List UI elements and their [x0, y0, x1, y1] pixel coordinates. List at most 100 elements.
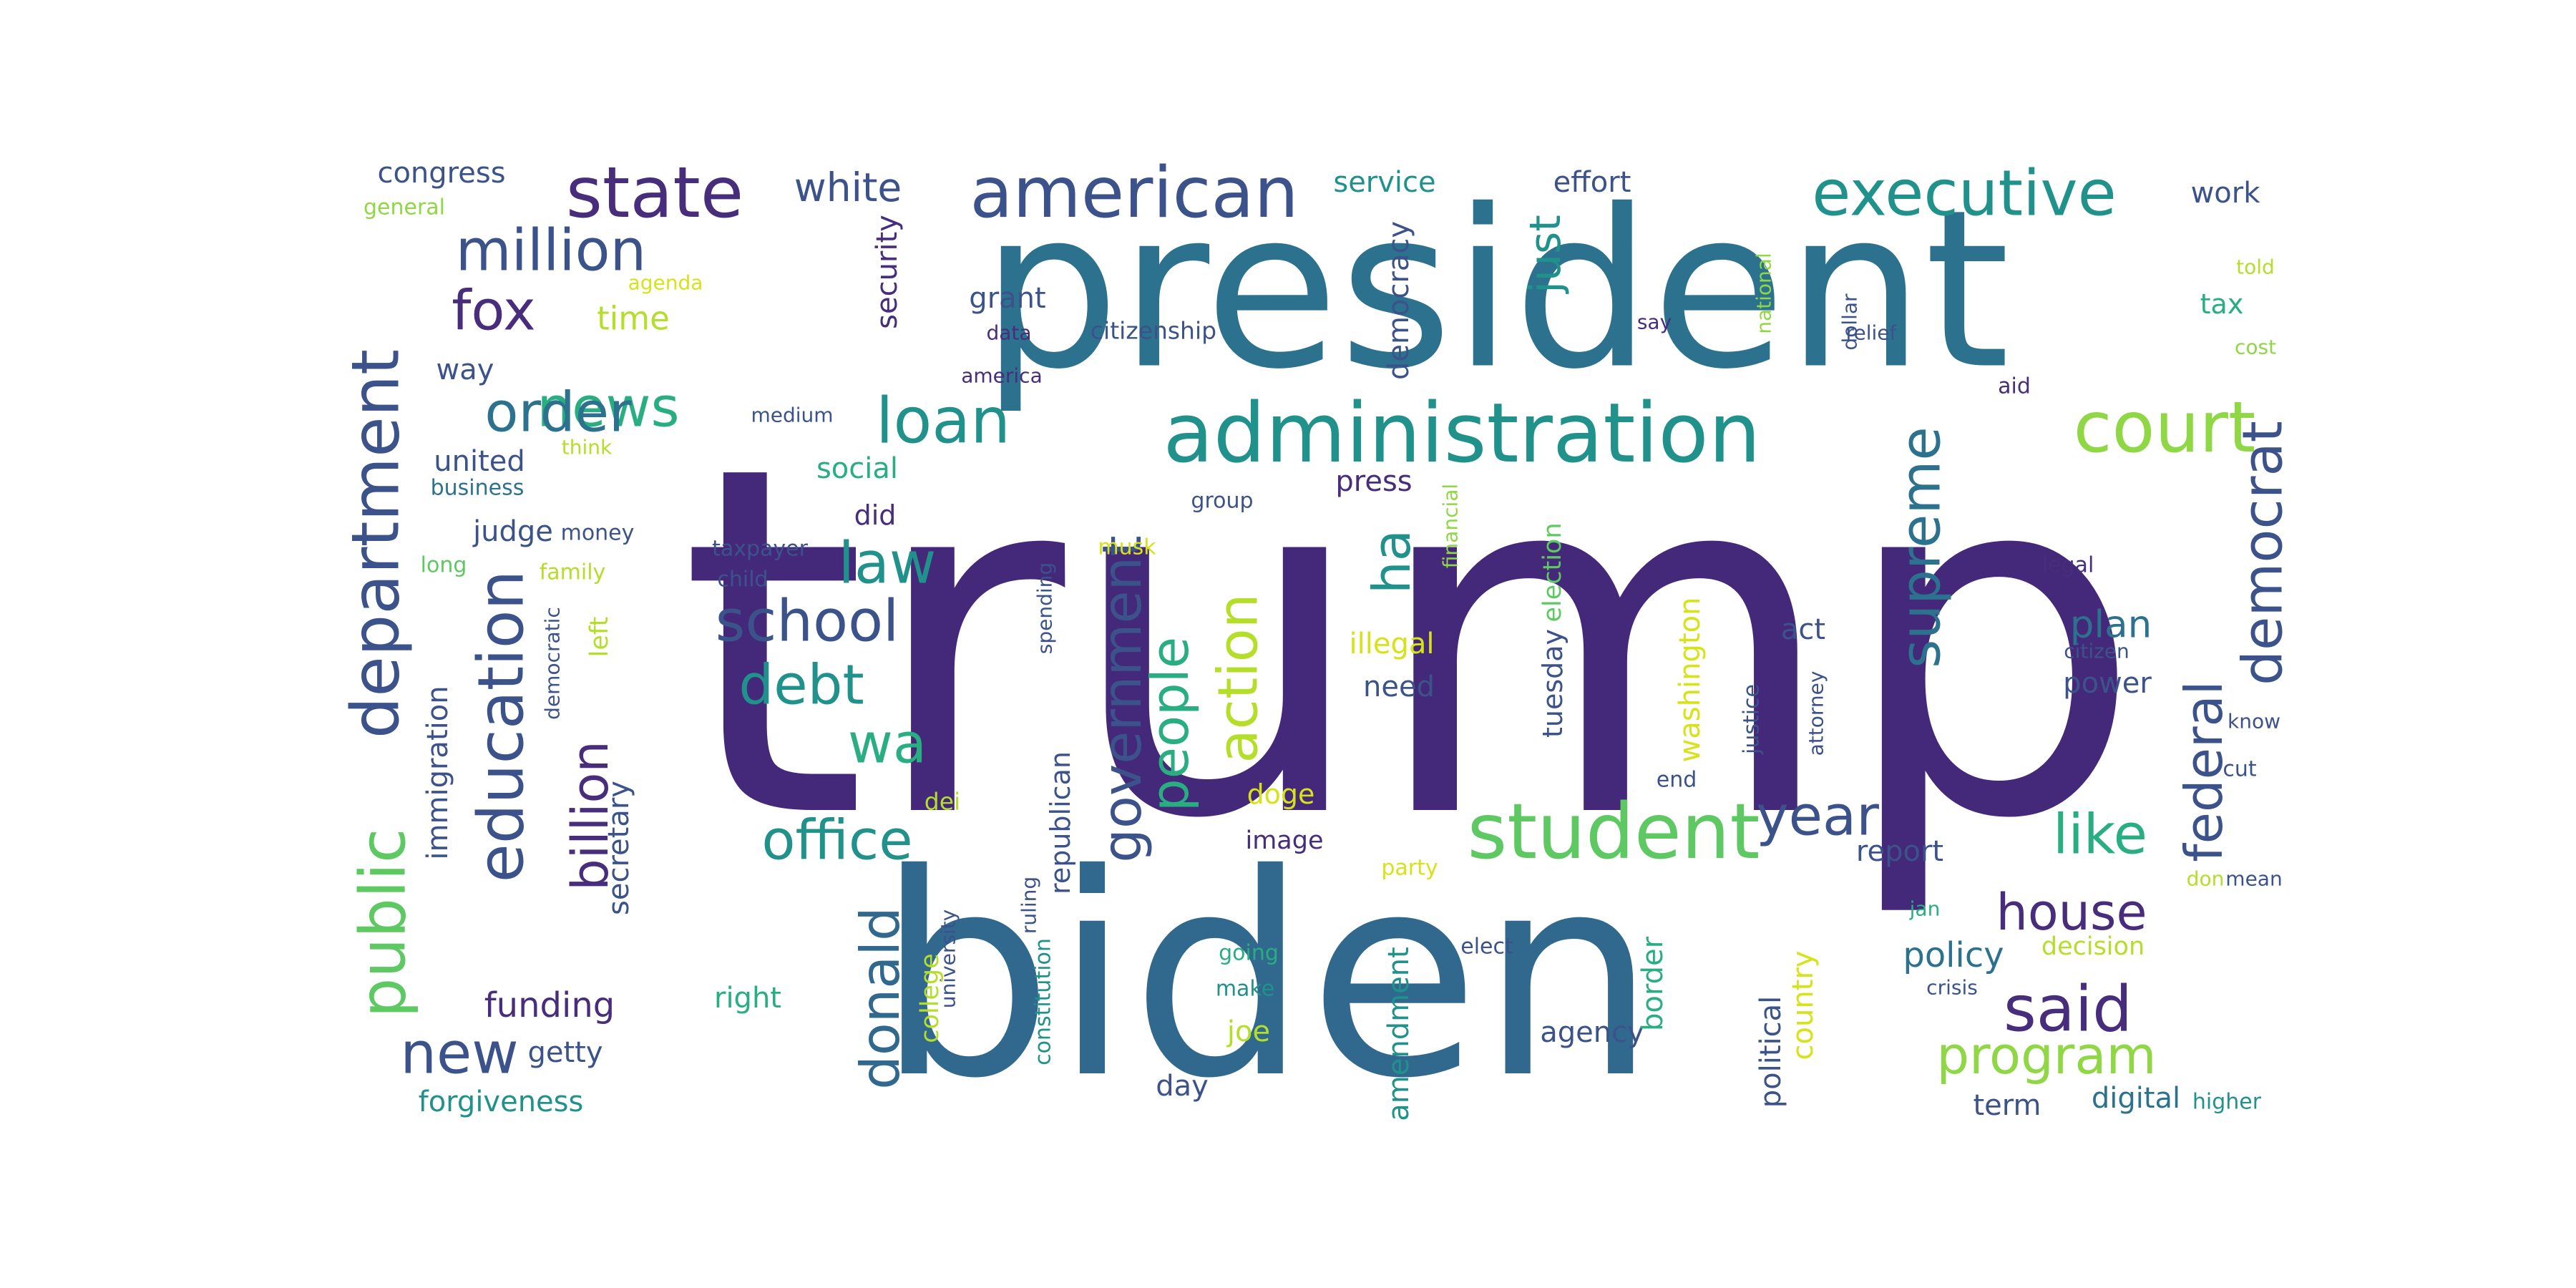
word-democratic: democratic	[541, 607, 565, 720]
word-effort: effort	[1553, 166, 1631, 199]
word-cost: cost	[2235, 336, 2276, 359]
word-billion: billion	[561, 741, 620, 890]
word-amendment: amendment	[1382, 947, 1415, 1121]
word-medium: medium	[751, 404, 833, 427]
word-american: american	[970, 152, 1298, 234]
word-executive: executive	[1812, 157, 2116, 230]
word-fox: fox	[452, 280, 535, 343]
word-day: day	[1156, 1070, 1209, 1103]
word-agency: agency	[1540, 1016, 1644, 1049]
word-way: way	[436, 353, 494, 386]
word-immigration: immigration	[421, 686, 454, 859]
word-tuesday: tuesday	[1537, 629, 1568, 738]
word-crisis: crisis	[1926, 976, 1978, 1000]
word-need: need	[1363, 670, 1435, 703]
word-mean: mean	[2225, 867, 2282, 891]
word-law: law	[839, 530, 937, 597]
word-political: political	[1755, 996, 1787, 1108]
word-financial: financial	[1439, 484, 1463, 568]
word-musk: musk	[1098, 535, 1156, 560]
word-legal: legal	[2042, 553, 2094, 578]
word-plan: plan	[2070, 603, 2152, 647]
word-public: public	[346, 829, 420, 1018]
word-joe: joe	[1226, 1015, 1270, 1048]
word-attorney: attorney	[1805, 671, 1828, 756]
word-getty: getty	[527, 1036, 602, 1069]
word-aid: aid	[1998, 374, 2031, 399]
word-funding: funding	[484, 985, 615, 1025]
word-say: say	[1637, 311, 1672, 334]
word-right: right	[714, 982, 781, 1015]
word-border: border	[1636, 936, 1669, 1031]
word-news: news	[537, 376, 679, 440]
word-power: power	[2063, 667, 2152, 700]
word-citizenship: citizenship	[1091, 317, 1216, 345]
word-white: white	[794, 165, 902, 210]
word-school: school	[716, 588, 899, 655]
word-court: court	[2074, 387, 2256, 469]
word-citizen: citizen	[2064, 640, 2129, 663]
word-country: country	[1787, 951, 1820, 1060]
word-think: think	[562, 436, 613, 459]
word-business: business	[431, 476, 525, 501]
word-trump: trump	[679, 364, 2144, 924]
word-secretary: secretary	[602, 781, 635, 915]
word-state: state	[566, 152, 743, 234]
word-general: general	[364, 195, 445, 220]
word-security: security	[871, 215, 904, 329]
word-tax: tax	[2200, 288, 2244, 320]
word-child: child	[717, 567, 768, 592]
word-biden: biden	[877, 814, 1657, 1139]
word-agenda: agenda	[628, 271, 703, 295]
word-justice: justice	[1740, 684, 1765, 755]
word-like: like	[2053, 804, 2147, 867]
word-work: work	[2191, 177, 2261, 210]
word-group: group	[1191, 489, 1253, 514]
word-image: image	[1245, 826, 1323, 855]
word-higher: higher	[2192, 1090, 2262, 1115]
word-family: family	[540, 560, 606, 585]
word-order: order	[484, 381, 632, 445]
word-program: program	[1936, 1025, 2156, 1085]
word-party: party	[1381, 856, 1438, 881]
word-new: new	[400, 1020, 518, 1087]
word-department: department	[338, 349, 414, 738]
word-decision: decision	[2041, 932, 2145, 961]
word-loan: loan	[876, 384, 1010, 458]
word-democracy: democracy	[1382, 221, 1415, 380]
word-election: election	[1538, 522, 1567, 622]
word-year: year	[1756, 785, 1879, 849]
word-don: don	[2187, 867, 2225, 891]
word-action: action	[1207, 593, 1271, 763]
word-social: social	[816, 452, 898, 485]
word-student: student	[1467, 788, 1760, 877]
word-education: education	[464, 570, 538, 883]
word-doge: doge	[1247, 779, 1315, 810]
word-washington: washington	[1674, 597, 1707, 763]
word-office: office	[761, 809, 912, 873]
word-university: university	[937, 909, 960, 1009]
word-long: long	[421, 553, 467, 578]
word-money: money	[561, 521, 635, 546]
word-government: government	[1091, 535, 1153, 862]
word-president: president	[981, 163, 2010, 417]
word-know: know	[2228, 710, 2280, 733]
word-report: report	[1856, 835, 1943, 868]
word-cut: cut	[2223, 757, 2257, 782]
word-spending: spending	[1033, 562, 1057, 654]
word-administration: administration	[1163, 386, 1760, 482]
word-relief: relief	[1846, 321, 1898, 345]
word-debt: debt	[738, 654, 864, 718]
word-elect: elect	[1460, 935, 1513, 960]
word-going: going	[1219, 941, 1279, 966]
word-make: make	[1216, 977, 1274, 1002]
word-dei: dei	[924, 788, 960, 816]
word-ruling: ruling	[1018, 877, 1041, 934]
word-democrat: democrat	[2232, 421, 2296, 686]
word-end: end	[1657, 768, 1697, 793]
word-left: left	[585, 617, 614, 658]
word-press: press	[1335, 465, 1412, 498]
word-illegal: illegal	[1350, 628, 1435, 660]
word-policy: policy	[1903, 935, 2004, 975]
